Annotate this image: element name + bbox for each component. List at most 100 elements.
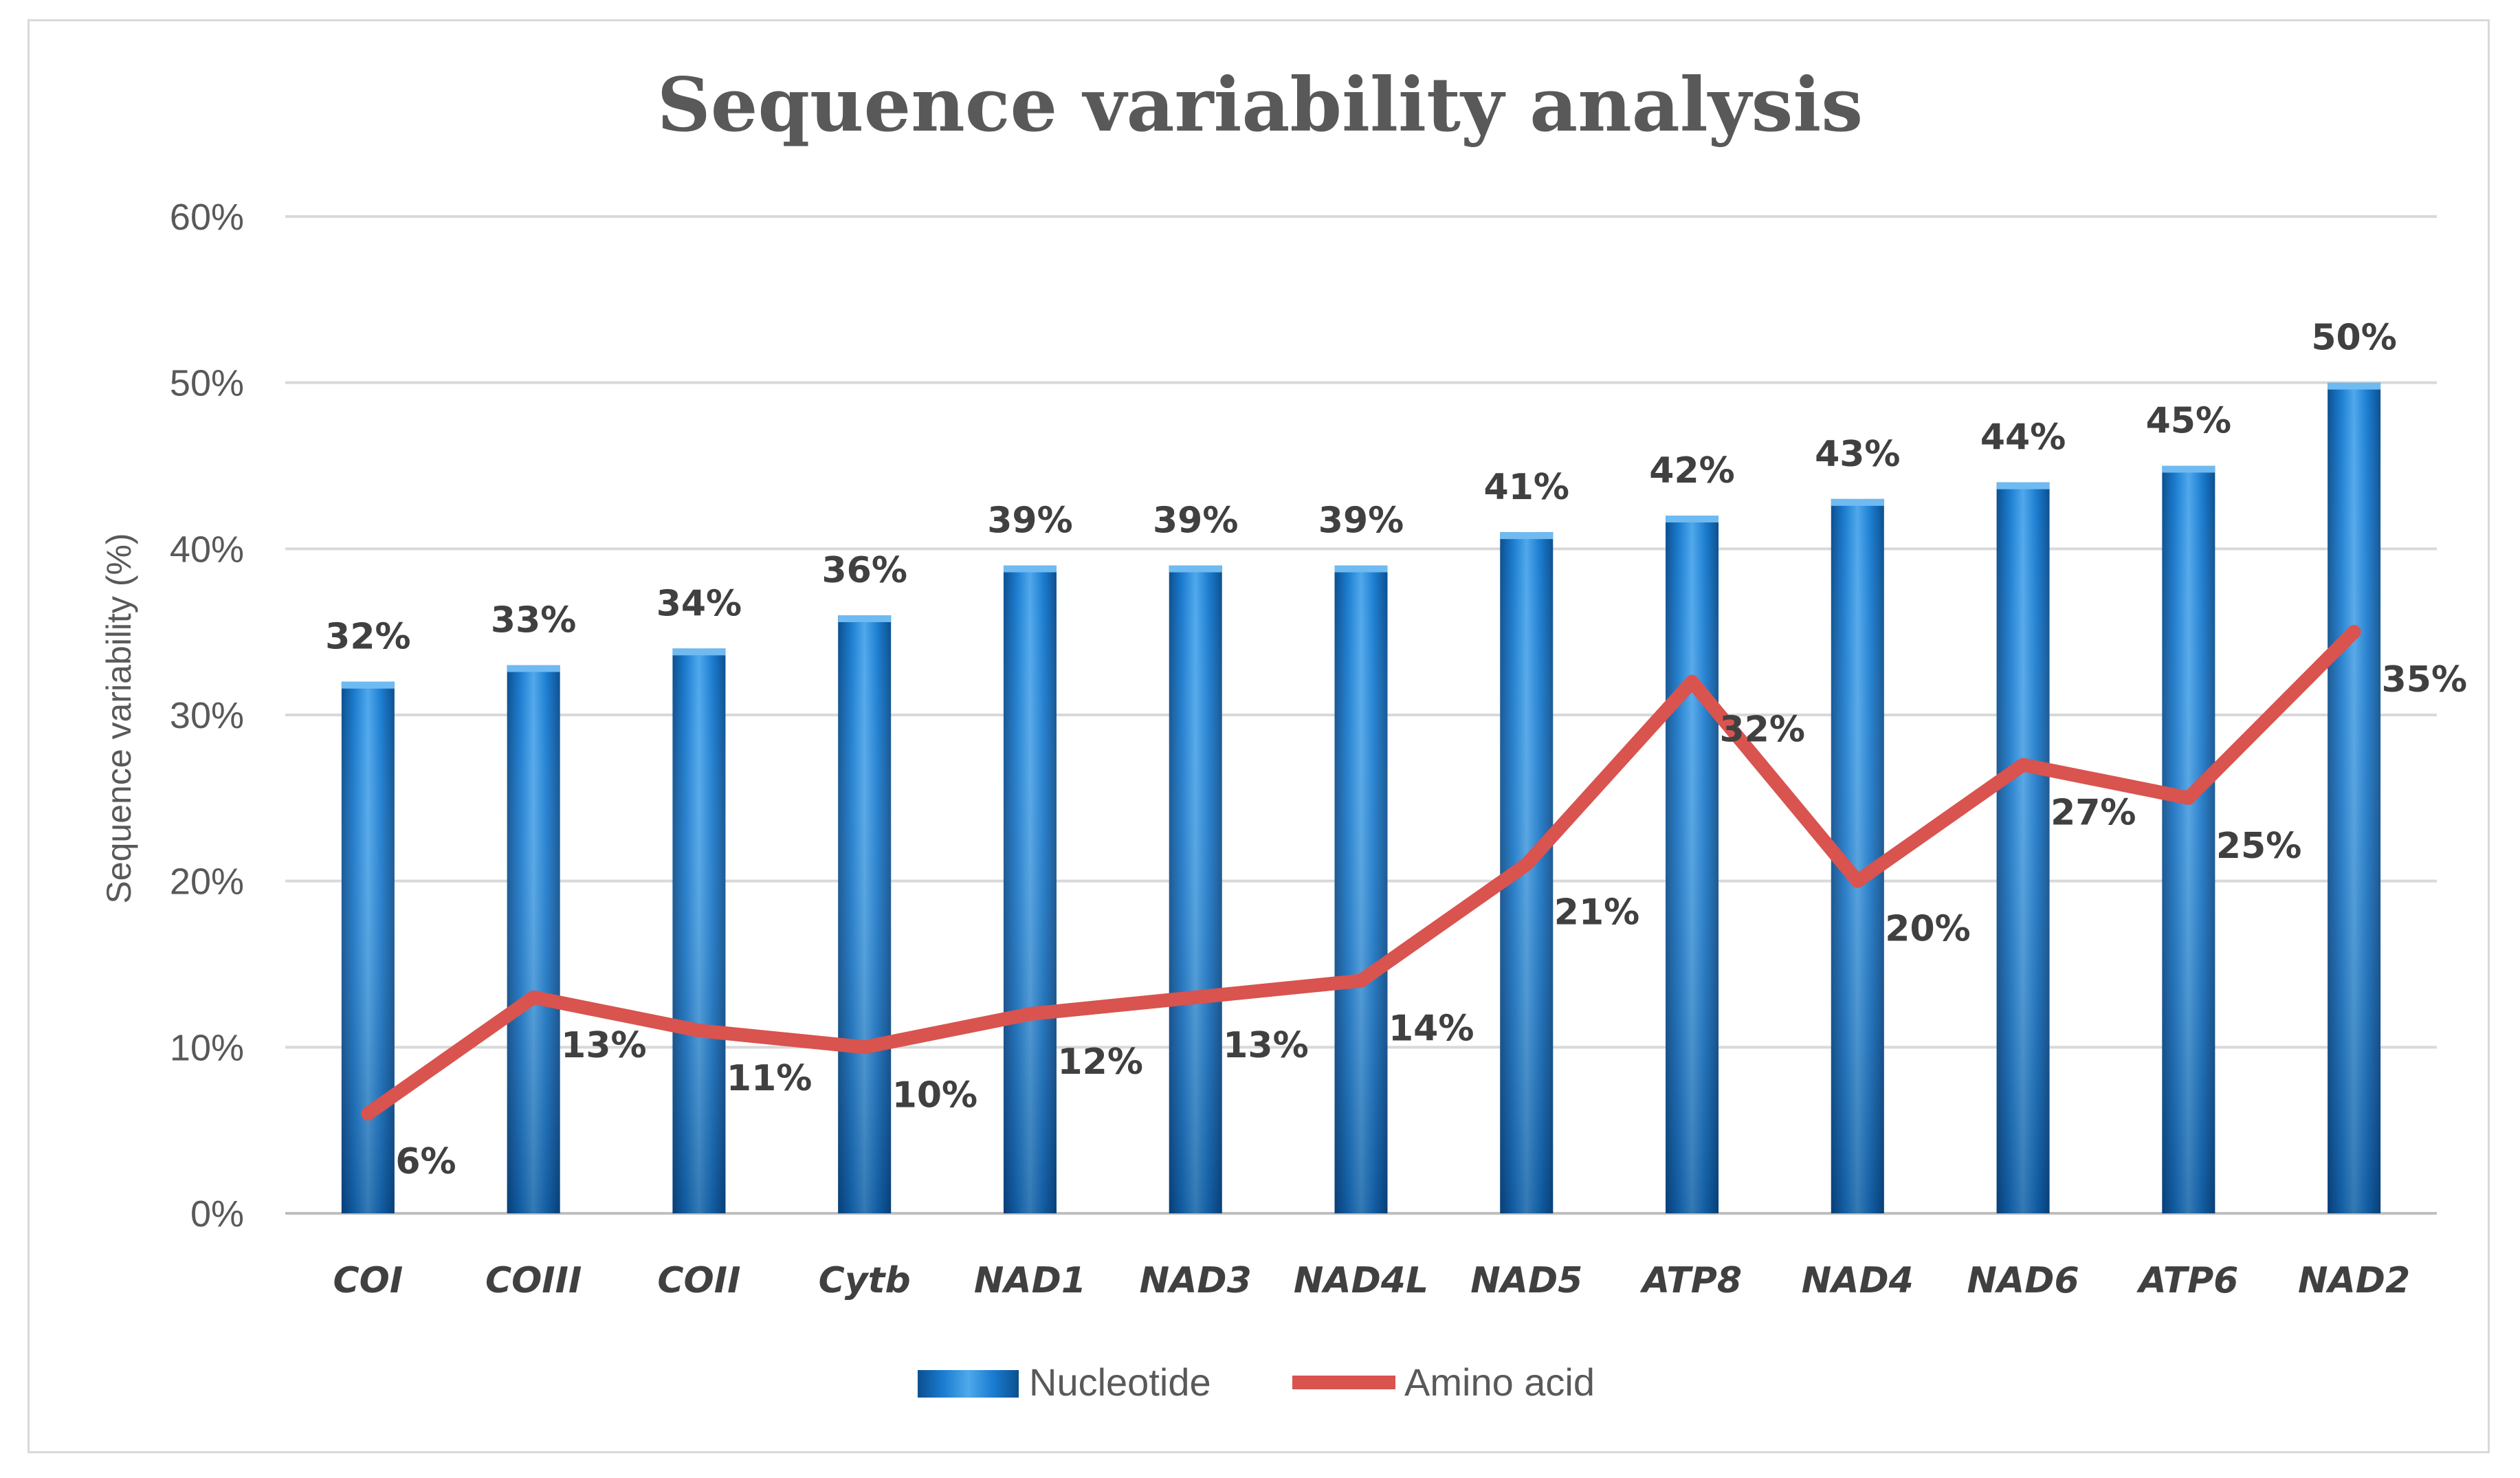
- amino-acid-value-label: 6%: [395, 1141, 456, 1182]
- amino-acid-value-label: 35%: [2382, 659, 2467, 701]
- bar-coii: [672, 648, 726, 1213]
- nucleotide-value-label: 43%: [1815, 434, 1900, 475]
- y-tick-label: 10%: [170, 1027, 244, 1068]
- x-category-label: COI: [333, 1260, 404, 1301]
- bar-shade: [838, 615, 892, 1213]
- amino-acid-value-label: 13%: [561, 1025, 646, 1066]
- x-category-label: ATP6: [2136, 1260, 2238, 1301]
- x-category-label: NAD3: [1140, 1260, 1252, 1301]
- bar-nad2: [2328, 382, 2381, 1213]
- amino-acid-value-label: 32%: [1720, 709, 1805, 751]
- amino-acid-value-label: 10%: [892, 1074, 977, 1116]
- amino-acid-point: [2187, 796, 2190, 799]
- y-tick-label: 50%: [170, 363, 244, 404]
- nucleotide-value-label: 39%: [987, 500, 1072, 542]
- bar-top: [1500, 532, 1554, 540]
- x-axis-categories: COI COIII COII Cytb NAD1 NAD3 NAD4L NAD5 ATP8 NAD…: [333, 1260, 2411, 1301]
- bar-nad6: [1996, 482, 2050, 1213]
- bar-shade: [1169, 565, 1222, 1213]
- legend-label-amino-acid: Amino acid: [1404, 1360, 1595, 1404]
- amino-acid-point: [1028, 1013, 1032, 1015]
- bar-top: [2162, 465, 2215, 473]
- nucleotide-value-label: 45%: [2146, 401, 2231, 442]
- amino-acid-value-label: 11%: [727, 1058, 812, 1099]
- bar-top: [507, 665, 560, 672]
- legend-label-nucleotide: Nucleotide: [1029, 1360, 1211, 1404]
- y-tick-label: 30%: [170, 695, 244, 736]
- nucleotide-value-label: 50%: [2311, 318, 2396, 359]
- nucleotide-value-label: 36%: [821, 550, 907, 591]
- amino-acid-value-label: 20%: [1885, 909, 1970, 950]
- x-category-label: Cytb: [819, 1260, 911, 1301]
- y-axis-ticks: 0% 10% 20% 30% 40% 50% 60%: [170, 197, 244, 1235]
- bar-top: [341, 681, 395, 689]
- amino-acid-value-label: 14%: [1389, 1008, 1474, 1050]
- legend: Nucleotide Amino acid: [918, 1360, 1595, 1404]
- bar-top: [1003, 565, 1057, 573]
- gridlines: [285, 215, 2437, 1215]
- bar-nad4l: [1334, 565, 1388, 1213]
- bar-top: [1831, 498, 1884, 506]
- bar-atp8: [1666, 516, 1719, 1213]
- amino-acid-point: [2022, 763, 2025, 766]
- y-tick-label: 20%: [170, 861, 244, 903]
- amino-acid-value-label: 13%: [1223, 1025, 1308, 1066]
- x-category-label: COIII: [485, 1260, 582, 1301]
- bar-shade: [1666, 516, 1719, 1213]
- bar-top: [838, 615, 892, 622]
- bar-coi: [341, 681, 395, 1213]
- nucleotide-value-label: 34%: [656, 583, 742, 624]
- nucleotide-value-label: 41%: [1484, 467, 1569, 508]
- bar-top: [2328, 382, 2381, 390]
- amino-acid-point: [1194, 995, 1197, 999]
- bar-top: [1996, 482, 2050, 489]
- bar-coiii: [507, 665, 560, 1213]
- bar-top: [1666, 516, 1719, 522]
- bar-top: [1169, 565, 1222, 573]
- amino-acid-value-label: 25%: [2216, 826, 2301, 867]
- bar-shade: [2328, 382, 2381, 1213]
- x-category-label: ATP8: [1639, 1260, 1742, 1301]
- nucleotide-value-label: 42%: [1649, 450, 1734, 492]
- y-tick-label: 40%: [170, 529, 244, 570]
- bar-atp6: [2162, 465, 2215, 1213]
- nucleotide-value-label: 39%: [1153, 500, 1238, 542]
- legend-swatch-nucleotide: [918, 1370, 1019, 1398]
- amino-acid-value-label: 21%: [1554, 892, 1639, 934]
- nucleotide-value-label: 44%: [1980, 417, 2066, 459]
- x-category-label: NAD2: [2298, 1260, 2410, 1301]
- amino-acid-value-label: 27%: [2051, 793, 2136, 834]
- bar-shade: [672, 648, 726, 1213]
- amino-acid-line: [361, 625, 2361, 1121]
- amino-acid-point: [1690, 680, 1694, 683]
- amino-acid-point: [1360, 979, 1362, 982]
- amino-acid-point: [366, 1112, 370, 1115]
- data-labels: 32% 33% 34% 36% 39% 39% 39% 41% 42% 43% 44% 45% 50% 6…: [325, 318, 2467, 1182]
- nucleotide-value-label: 39%: [1318, 500, 1404, 542]
- bar-cytb: [838, 615, 892, 1213]
- y-tick-label: 60%: [170, 197, 244, 238]
- bar-shade: [1334, 565, 1388, 1213]
- y-axis-label: Sequence variability (%): [100, 533, 138, 903]
- amino-acid-point: [2352, 630, 2356, 634]
- x-category-label: NAD5: [1470, 1260, 1582, 1301]
- amino-acid-point: [697, 1029, 700, 1033]
- x-category-label: COII: [657, 1260, 740, 1301]
- bar-shade: [2162, 465, 2215, 1213]
- bar-shade: [341, 681, 395, 1213]
- x-category-label: NAD4L: [1294, 1260, 1428, 1301]
- chart-title: Sequence variability analysis: [657, 62, 1863, 148]
- amino-acid-value-label: 12%: [1057, 1041, 1142, 1083]
- bar-nad1: [1003, 565, 1057, 1213]
- bar-top: [672, 648, 726, 656]
- bar-shade: [507, 665, 560, 1213]
- amino-acid-point: [1856, 879, 1859, 883]
- amino-acid-point: [532, 995, 535, 999]
- bar-nad3: [1169, 565, 1222, 1213]
- amino-acid-point: [863, 1046, 866, 1049]
- x-category-label: NAD4: [1802, 1260, 1914, 1301]
- amino-acid-point: [1525, 863, 1528, 866]
- x-category-label: NAD6: [1967, 1260, 2079, 1301]
- nucleotide-value-label: 32%: [325, 617, 410, 658]
